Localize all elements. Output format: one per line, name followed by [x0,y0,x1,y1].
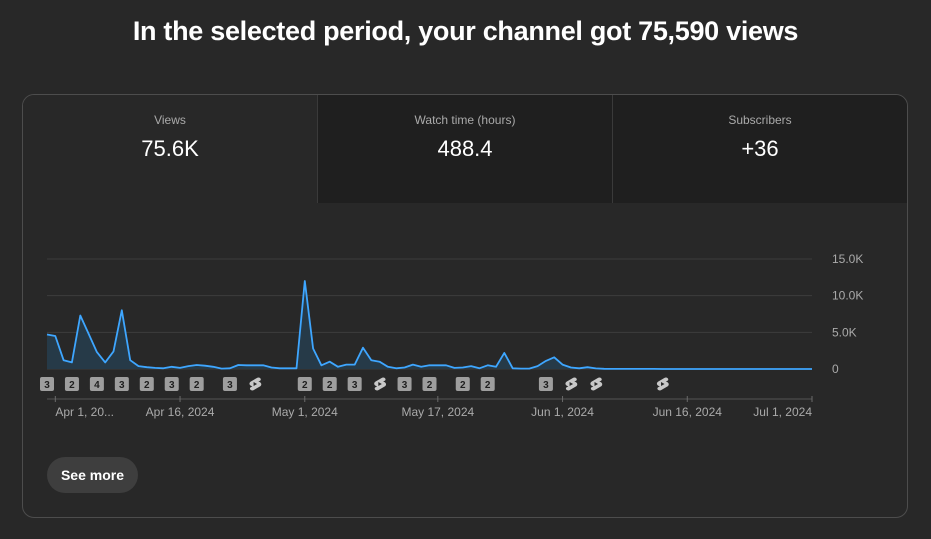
tab-subscribers-label: Subscribers [728,113,792,127]
publish-marker-count: 3 [44,380,50,391]
tab-views-label: Views [154,113,186,127]
publish-marker [322,377,337,391]
metric-tabs: Views 75.6K Watch time (hours) 488.4 Sub… [23,95,907,203]
publish-marker [64,377,79,391]
publish-marker [347,377,362,391]
publish-marker [397,377,412,391]
publish-marker [422,377,437,391]
publish-marker-count: 2 [460,380,466,391]
page-headline: In the selected period, your channel got… [132,16,799,46]
publish-marker-count: 2 [485,380,491,391]
shorts-icon [590,377,603,391]
publish-marker-count: 3 [402,380,408,391]
publish-marker [164,377,179,391]
publish-marker [189,377,204,391]
y-tick-label: 5.0K [832,325,857,339]
y-tick-label: 15.0K [832,252,863,266]
publish-marker-count: 3 [543,380,549,391]
x-tick-label: Jun 1, 2024 [531,405,594,419]
x-tick-label: Jul 1, 2024 [753,405,812,419]
publish-marker-count: 3 [227,380,233,391]
publish-marker-count: 2 [427,380,433,391]
publish-marker [480,377,495,391]
publish-marker [222,377,237,391]
tab-watch-time-label: Watch time (hours) [414,113,516,127]
y-tick-label: 0 [832,362,839,376]
publish-marker [538,377,553,391]
publish-marker-count: 3 [169,380,175,391]
shorts-icon [565,377,578,391]
publish-marker [297,377,312,391]
publish-marker-count: 3 [119,380,125,391]
publish-marker [139,377,154,391]
shorts-icon [374,377,387,391]
publish-marker [89,377,104,391]
analytics-card: Views 75.6K Watch time (hours) 488.4 Sub… [22,94,908,518]
publish-marker [455,377,470,391]
views-chart[interactable]: 0 5.0K 10.0K 15.0K Apr 1, 20... Apr 16, 2024 M… [23,203,907,433]
series-area [47,281,812,369]
x-tick-label: May 17, 2024 [401,405,474,419]
tab-views-value: 75.6K [141,136,199,161]
shorts-icon [249,377,262,391]
publish-marker-count: 2 [69,380,75,391]
tab-subscribers[interactable]: Subscribers +36 [612,95,907,203]
series-line [46,280,812,370]
tab-subscribers-value: +36 [741,136,779,161]
publish-marker [114,377,129,391]
y-tick-label: 10.0K [832,289,863,303]
tab-watch-time-value: 488.4 [437,136,493,161]
x-tick-label: Apr 1, 20... [55,405,114,419]
x-tick-label: May 1, 2024 [272,405,338,419]
tab-views[interactable]: Views 75.6K [23,95,317,203]
shorts-icon [656,377,669,391]
publish-marker [40,377,54,391]
publish-marker-count: 3 [352,380,358,391]
tab-watch-time[interactable]: Watch time (hours) 488.4 [317,95,612,203]
see-more-button[interactable]: See more [47,457,138,493]
publish-marker-count: 4 [94,380,100,391]
publish-marker-count: 2 [327,380,333,391]
x-tick-label: Jun 16, 2024 [653,405,723,419]
publish-marker-count: 2 [302,380,308,391]
publish-marker-count: 2 [144,380,150,391]
x-tick-label: Apr 16, 2024 [146,405,215,419]
publish-marker-count: 2 [194,380,200,391]
